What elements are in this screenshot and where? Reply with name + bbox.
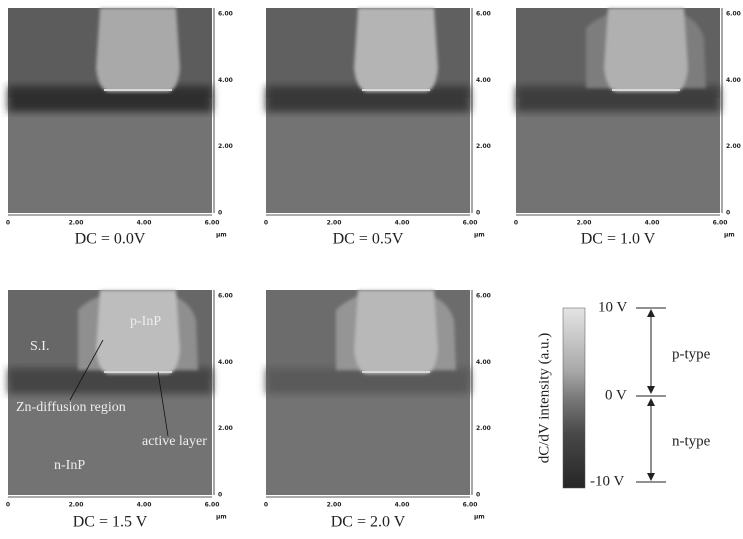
panel: 0 2.00 4.00 6.00 0 2.00 4.00 6.00 μm (264, 8, 491, 239)
x-tick-label: 6.00 (463, 220, 478, 227)
x-tick-label: 2.00 (327, 502, 342, 509)
colorbar-tick: -10 V (590, 473, 624, 489)
x-tick-label: 2.00 (577, 220, 592, 227)
p-inp (604, 8, 688, 92)
y-tick-label: 4.00 (476, 77, 491, 84)
p-inp (354, 8, 438, 92)
y-tick-label: 6.00 (476, 11, 491, 18)
y-tick-label: 0 (476, 492, 480, 499)
x-tick-label: 4.00 (137, 502, 152, 509)
colorbar-tick: 0 V (605, 387, 627, 403)
y-tick-label: 2.00 (726, 143, 741, 150)
y-tick-label: 0 (476, 210, 480, 217)
caption: DC = 2.0 V (331, 514, 406, 531)
region-label: p-type (672, 346, 711, 362)
annotation: n-InP (54, 458, 85, 473)
x-tick-label: 6.00 (205, 220, 220, 227)
p-inp (96, 290, 180, 374)
x-tick-label: 2.00 (327, 220, 342, 227)
y-tick-label: 4.00 (218, 359, 233, 366)
p-inp (354, 290, 438, 374)
y-tick-label: 6.00 (218, 11, 233, 18)
x-tick-label: 0 (514, 220, 518, 227)
y-tick-label: 0 (218, 492, 222, 499)
y-tick-label: 0 (218, 210, 222, 217)
y-tick-label: 6.00 (476, 293, 491, 300)
y-tick-label: 2.00 (218, 143, 233, 150)
y-tick-label: 0 (726, 210, 730, 217)
colorbar-gradient (563, 308, 585, 488)
colorbar: dC/dV intensity (a.u.) 10 V 0 V -10 V p-… (536, 299, 710, 489)
x-tick-label: 2.00 (69, 502, 84, 509)
x-tick-label: 0 (264, 220, 268, 227)
x-tick-label: 4.00 (395, 502, 410, 509)
caption: DC = 1.5 V (73, 514, 148, 531)
annotation: active layer (142, 434, 207, 449)
annotation: S.I. (30, 339, 49, 354)
y-tick-label: 2.00 (476, 425, 491, 432)
y-tick-label: 6.00 (726, 11, 741, 18)
axis-unit: μm (724, 232, 735, 239)
y-tick-label: 4.00 (726, 77, 741, 84)
caption: DC = 0.0V (75, 231, 146, 248)
p-inp (96, 8, 180, 92)
x-tick-label: 4.00 (395, 220, 410, 227)
x-tick-label: 0 (6, 220, 10, 227)
x-tick-label: 4.00 (137, 220, 152, 227)
y-tick-label: 2.00 (218, 425, 233, 432)
annotation: p-InP (130, 314, 161, 329)
colorbar-tick: 10 V (598, 299, 627, 315)
y-tick-label: 2.00 (476, 143, 491, 150)
caption: DC = 1.0 V (581, 231, 656, 248)
colorbar-label: dC/dV intensity (a.u.) (536, 333, 552, 464)
axis-unit: μm (474, 232, 485, 239)
x-tick-label: 6.00 (713, 220, 728, 227)
panel: 0 2.00 4.00 6.00 0 2.00 4.00 6.00 μm S.I. p-InP Zn-… (6, 290, 233, 521)
panel: 0 2.00 4.00 6.00 0 2.00 4.00 6.00 μm (264, 290, 491, 521)
y-tick-label: 4.00 (218, 77, 233, 84)
x-tick-label: 2.00 (69, 220, 84, 227)
x-tick-label: 6.00 (463, 502, 478, 509)
panels: 0 2.00 4.00 6.00 0 2.00 4.00 6.00 μm 0 2.00 4.00 6.0… (6, 8, 741, 521)
figure: 0 2.00 4.00 6.00 0 2.00 4.00 6.00 μm 0 2.00 4.00 6.0… (0, 0, 743, 539)
axis-unit: μm (216, 514, 227, 521)
x-tick-label: 4.00 (645, 220, 660, 227)
axis-unit: μm (216, 232, 227, 239)
x-tick-label: 0 (264, 502, 268, 509)
axis-unit: μm (474, 514, 485, 521)
x-tick-label: 6.00 (205, 502, 220, 509)
annotation: Zn-diffusion region (16, 400, 126, 415)
panel: 0 2.00 4.00 6.00 0 2.00 4.00 6.00 μm (6, 8, 233, 239)
panel: 0 2.00 4.00 6.00 0 2.00 4.00 6.00 μm (514, 8, 741, 239)
y-tick-label: 6.00 (218, 293, 233, 300)
x-tick-label: 0 (6, 502, 10, 509)
caption: DC = 0.5V (333, 231, 404, 248)
y-tick-label: 4.00 (476, 359, 491, 366)
region-label: n-type (672, 433, 711, 449)
